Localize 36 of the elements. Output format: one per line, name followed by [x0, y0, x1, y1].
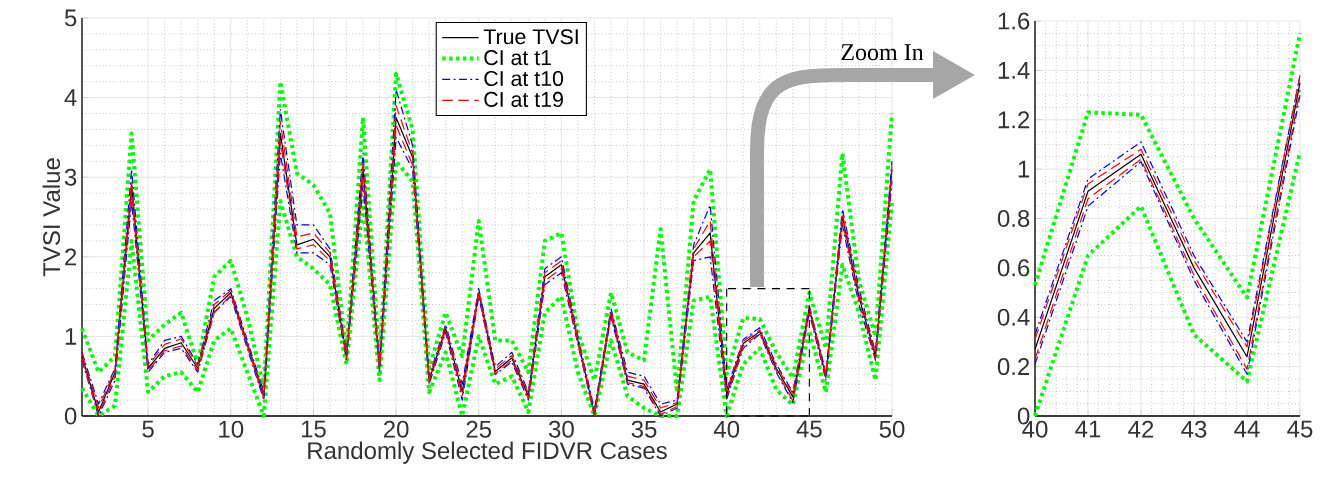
legend-label: CI at t1	[484, 50, 552, 66]
legend-label: CI at t10	[484, 70, 564, 87]
y-tick-label: 5	[64, 9, 77, 27]
x-tick-label: 43	[1181, 420, 1207, 438]
x-tick-label: 41	[1075, 420, 1101, 438]
y-tick-label: 3	[64, 168, 77, 186]
x-tick-label: 15	[301, 420, 326, 438]
x-tick-label: 45	[1287, 420, 1313, 438]
x-tick-label: 20	[383, 420, 409, 438]
y-tick-label: 0.6	[997, 259, 1030, 277]
x-axis-title: Randomly Selected FIDVR Cases	[308, 441, 667, 464]
y-tick-label: 0	[64, 407, 77, 425]
y-tick-label: 4	[64, 89, 77, 106]
x-tick-label: 42	[1128, 420, 1154, 438]
x-tick-label: 10	[219, 420, 244, 438]
x-tick-label: 30	[548, 420, 574, 438]
annotation: Zoom In	[841, 44, 924, 61]
x-tick-label: 45	[796, 420, 822, 438]
y-tick-label: 1	[1018, 160, 1030, 178]
x-tick-label: 35	[631, 420, 657, 438]
x-tick-label: 25	[466, 420, 492, 438]
y-tick-label: 1	[65, 328, 77, 345]
y-tick-label: 2	[65, 248, 77, 266]
y-axis-title: TVSI Value	[42, 158, 61, 277]
legend-label: True TVSI	[483, 29, 578, 45]
y-tick-label: 1.2	[998, 111, 1030, 129]
y-tick-label: 1.6	[998, 12, 1030, 30]
x-tick-label: 40	[713, 420, 740, 438]
y-tick-label: 0.4	[997, 308, 1030, 326]
x-tick-label: 50	[879, 420, 905, 438]
legend-label: CI at t19	[484, 91, 563, 107]
y-tick-label: 1.4	[998, 62, 1030, 79]
x-tick-label: 5	[142, 420, 154, 438]
x-tick-label: 44	[1234, 420, 1260, 438]
y-tick-label: 0.2	[997, 358, 1030, 376]
y-tick-label: 0.8	[997, 209, 1030, 227]
